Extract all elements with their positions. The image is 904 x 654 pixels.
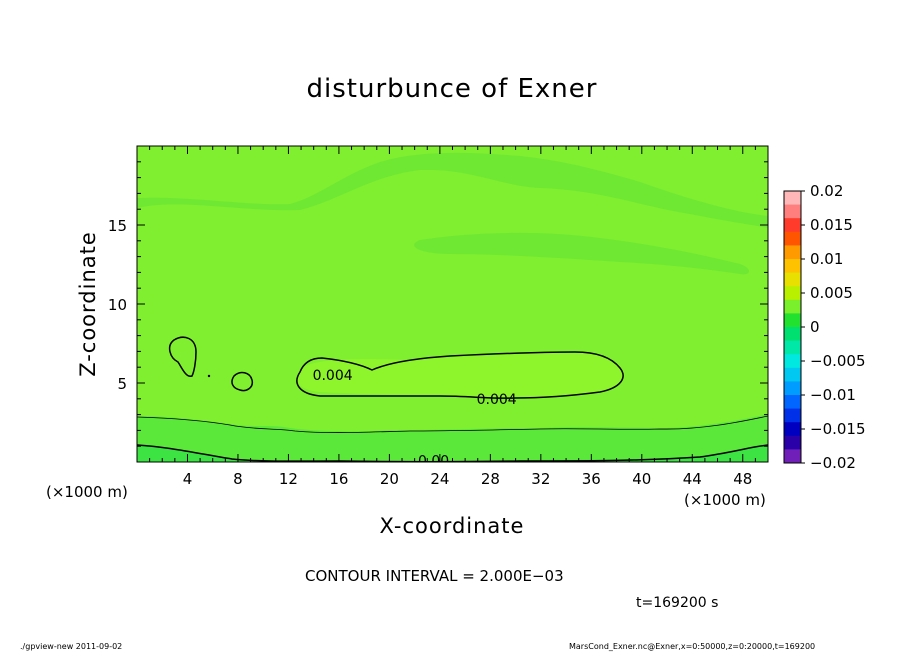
colorbar-segment (784, 422, 801, 437)
colorbar-segment (784, 191, 801, 206)
y-tick-label: 5 (117, 375, 127, 393)
colorbar-tick-label: 0 (810, 318, 820, 336)
colorbar-segment (784, 327, 801, 342)
colorbar-segment (784, 367, 801, 382)
footer-source-label: MarsCond_Exner.nc@Exner,x=0:50000,z=0:20… (569, 642, 816, 651)
footer-program-label: ./gpview-new 2011-09-02 (20, 642, 123, 651)
colorbar-segment (784, 313, 801, 328)
x-tick-label: 28 (481, 470, 500, 488)
colorbar-tick-label: −0.015 (810, 420, 866, 438)
x-tick-label: 12 (279, 470, 298, 488)
colorbar-segment (784, 354, 801, 369)
x-tick-label: 36 (582, 470, 601, 488)
contour-interval-label: CONTOUR INTERVAL = 2.000E−03 (305, 567, 564, 585)
colorbar: 0.02 0.015 0.01 0.005 0 −0.005 −0.01 −0.015 −0.0… (783, 182, 866, 472)
x-tick-label: 44 (683, 470, 702, 488)
colorbar-segment (784, 435, 801, 450)
y-tick-label: 10 (108, 296, 127, 314)
x-axis-label: X-coordinate (0, 514, 904, 538)
x-axis-label-text: X-coordinate (379, 514, 525, 538)
colorbar-tick-label: 0.015 (810, 216, 853, 234)
time-label: t=169200 s (636, 595, 719, 611)
colorbar-segment (784, 395, 801, 410)
y-axis-ticks: 5 10 15 (108, 161, 768, 447)
colorbar-segment (784, 340, 801, 355)
colorbar-segment (784, 259, 801, 274)
colorbar-segment (784, 231, 801, 246)
contour-labels: 0.004 0.004 0.00 (313, 368, 517, 469)
colorbar-segment (784, 299, 801, 314)
contour-line-0004-blob-left (168, 336, 197, 377)
x-tick-label: 8 (233, 470, 243, 488)
colorbar-tick-label: −0.005 (810, 352, 866, 370)
field-weak-region-middle (414, 232, 749, 275)
x-tick-label: 48 (733, 470, 752, 488)
colorbar-tick-label: 0.01 (810, 250, 843, 268)
x-tick-label: 40 (632, 470, 651, 488)
contour-line-0004-dot (207, 374, 211, 378)
colorbar-segment (784, 381, 801, 396)
colorbar-segment (784, 408, 801, 423)
field-positive-region (296, 352, 625, 398)
colorbar-segment (784, 218, 801, 233)
x-tick-label: 4 (183, 470, 193, 488)
contour-line-0004-main (296, 351, 624, 399)
y-tick-label: 15 (108, 217, 127, 235)
contour-line-0002-lower (137, 415, 768, 433)
contour-line-0004-blob-middle (231, 371, 254, 392)
field-lower-layer (137, 414, 768, 462)
x-axis-ticks: 4 8 12 16 20 24 28 32 36 40 44 48 (149, 146, 756, 488)
contour-label: 0.00 (418, 453, 449, 469)
colorbar-segment (784, 204, 801, 219)
colorbar-segment (784, 286, 801, 301)
colorbar-tick-label: −0.02 (810, 454, 856, 472)
plot-area: 0.004 0.004 0.00 (137, 146, 768, 469)
chart-title: disturbunce of Exner (306, 74, 598, 104)
x-unit-label-left: (×1000 m) (46, 483, 128, 501)
colorbar-segment (784, 245, 801, 260)
contour-label: 0.004 (477, 392, 517, 408)
x-unit-label-right: (×1000 m) (684, 491, 766, 509)
field-weak-region-upper (137, 152, 768, 228)
colorbar-tick-label: 0.005 (810, 284, 853, 302)
contour-label: 0.004 (313, 368, 353, 384)
x-tick-label: 16 (329, 470, 348, 488)
colorbar-segment (784, 272, 801, 287)
colorbar-tick-label: −0.01 (810, 386, 856, 404)
x-tick-label: 20 (380, 470, 399, 488)
colorbar-segment (784, 449, 801, 464)
x-tick-label: 24 (430, 470, 449, 488)
colorbar-tick-label: 0.02 (810, 182, 843, 200)
x-tick-label: 32 (531, 470, 550, 488)
